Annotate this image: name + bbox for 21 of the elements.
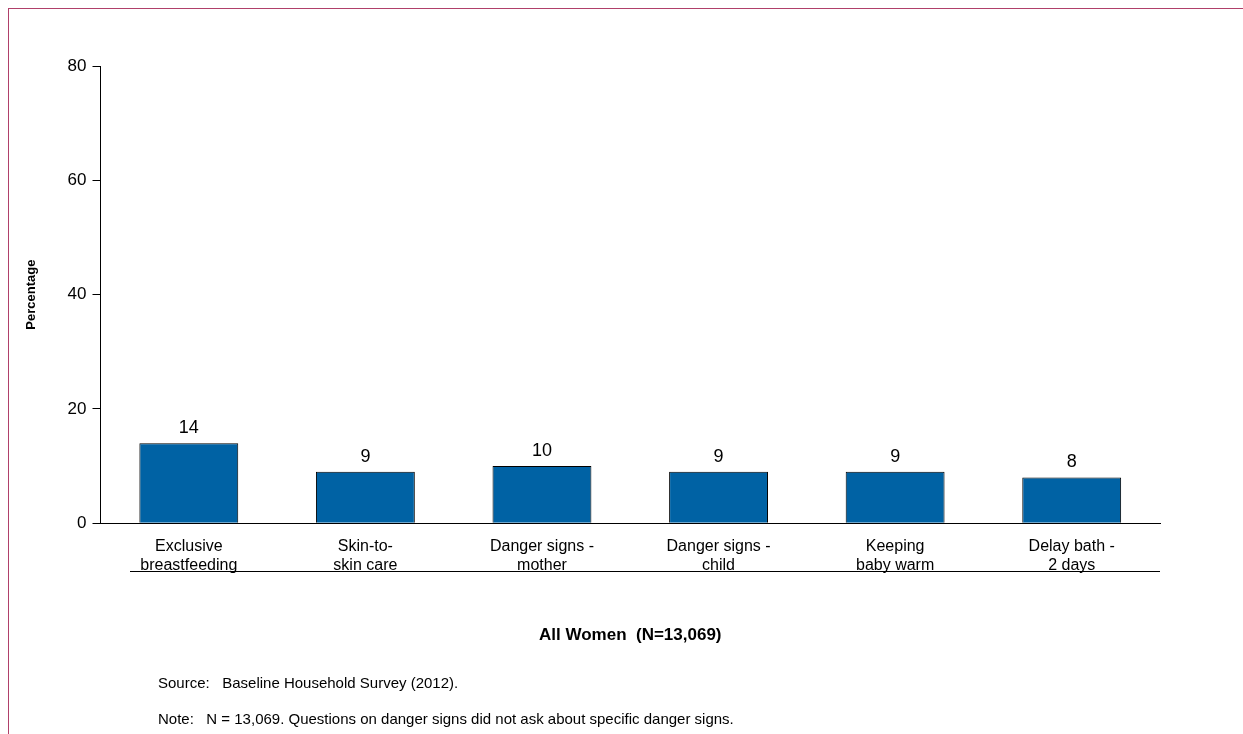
data-label: 14 (178, 417, 199, 438)
y-tick-label: 0 (77, 512, 87, 532)
data-label: 9 (890, 445, 901, 466)
source-note: Source: Baseline Household Survey (2012). (158, 674, 459, 691)
x-tick-label: Delay bath - 2 days (1028, 537, 1115, 574)
y-tick-label: 60 (67, 169, 87, 189)
x-tick-label: Danger signs - mother (489, 537, 594, 574)
text: Note: N = 13,069. Questions on danger signs did not ask about specific danger signs. (158, 710, 734, 727)
x-tick-label: Skin-to- skin care (333, 537, 398, 574)
data-label: 8 (1066, 451, 1077, 472)
x-tick-label: Keeping baby warm (856, 537, 935, 574)
x-tick-label: Exclusive breastfeeding (140, 537, 238, 574)
y-axis-title: Percentage (23, 259, 39, 330)
x-tick-label: Danger signs - child (666, 537, 771, 574)
data-label: 9 (360, 445, 371, 466)
y-tick-label: 40 (67, 284, 87, 304)
y-tick-label: 20 (67, 398, 87, 418)
data-label: 10 (531, 440, 552, 461)
y-tick-label: 80 (67, 55, 87, 75)
data-label: 9 (713, 445, 724, 466)
x-axis-title: All Women (N=13,069) (539, 625, 722, 645)
